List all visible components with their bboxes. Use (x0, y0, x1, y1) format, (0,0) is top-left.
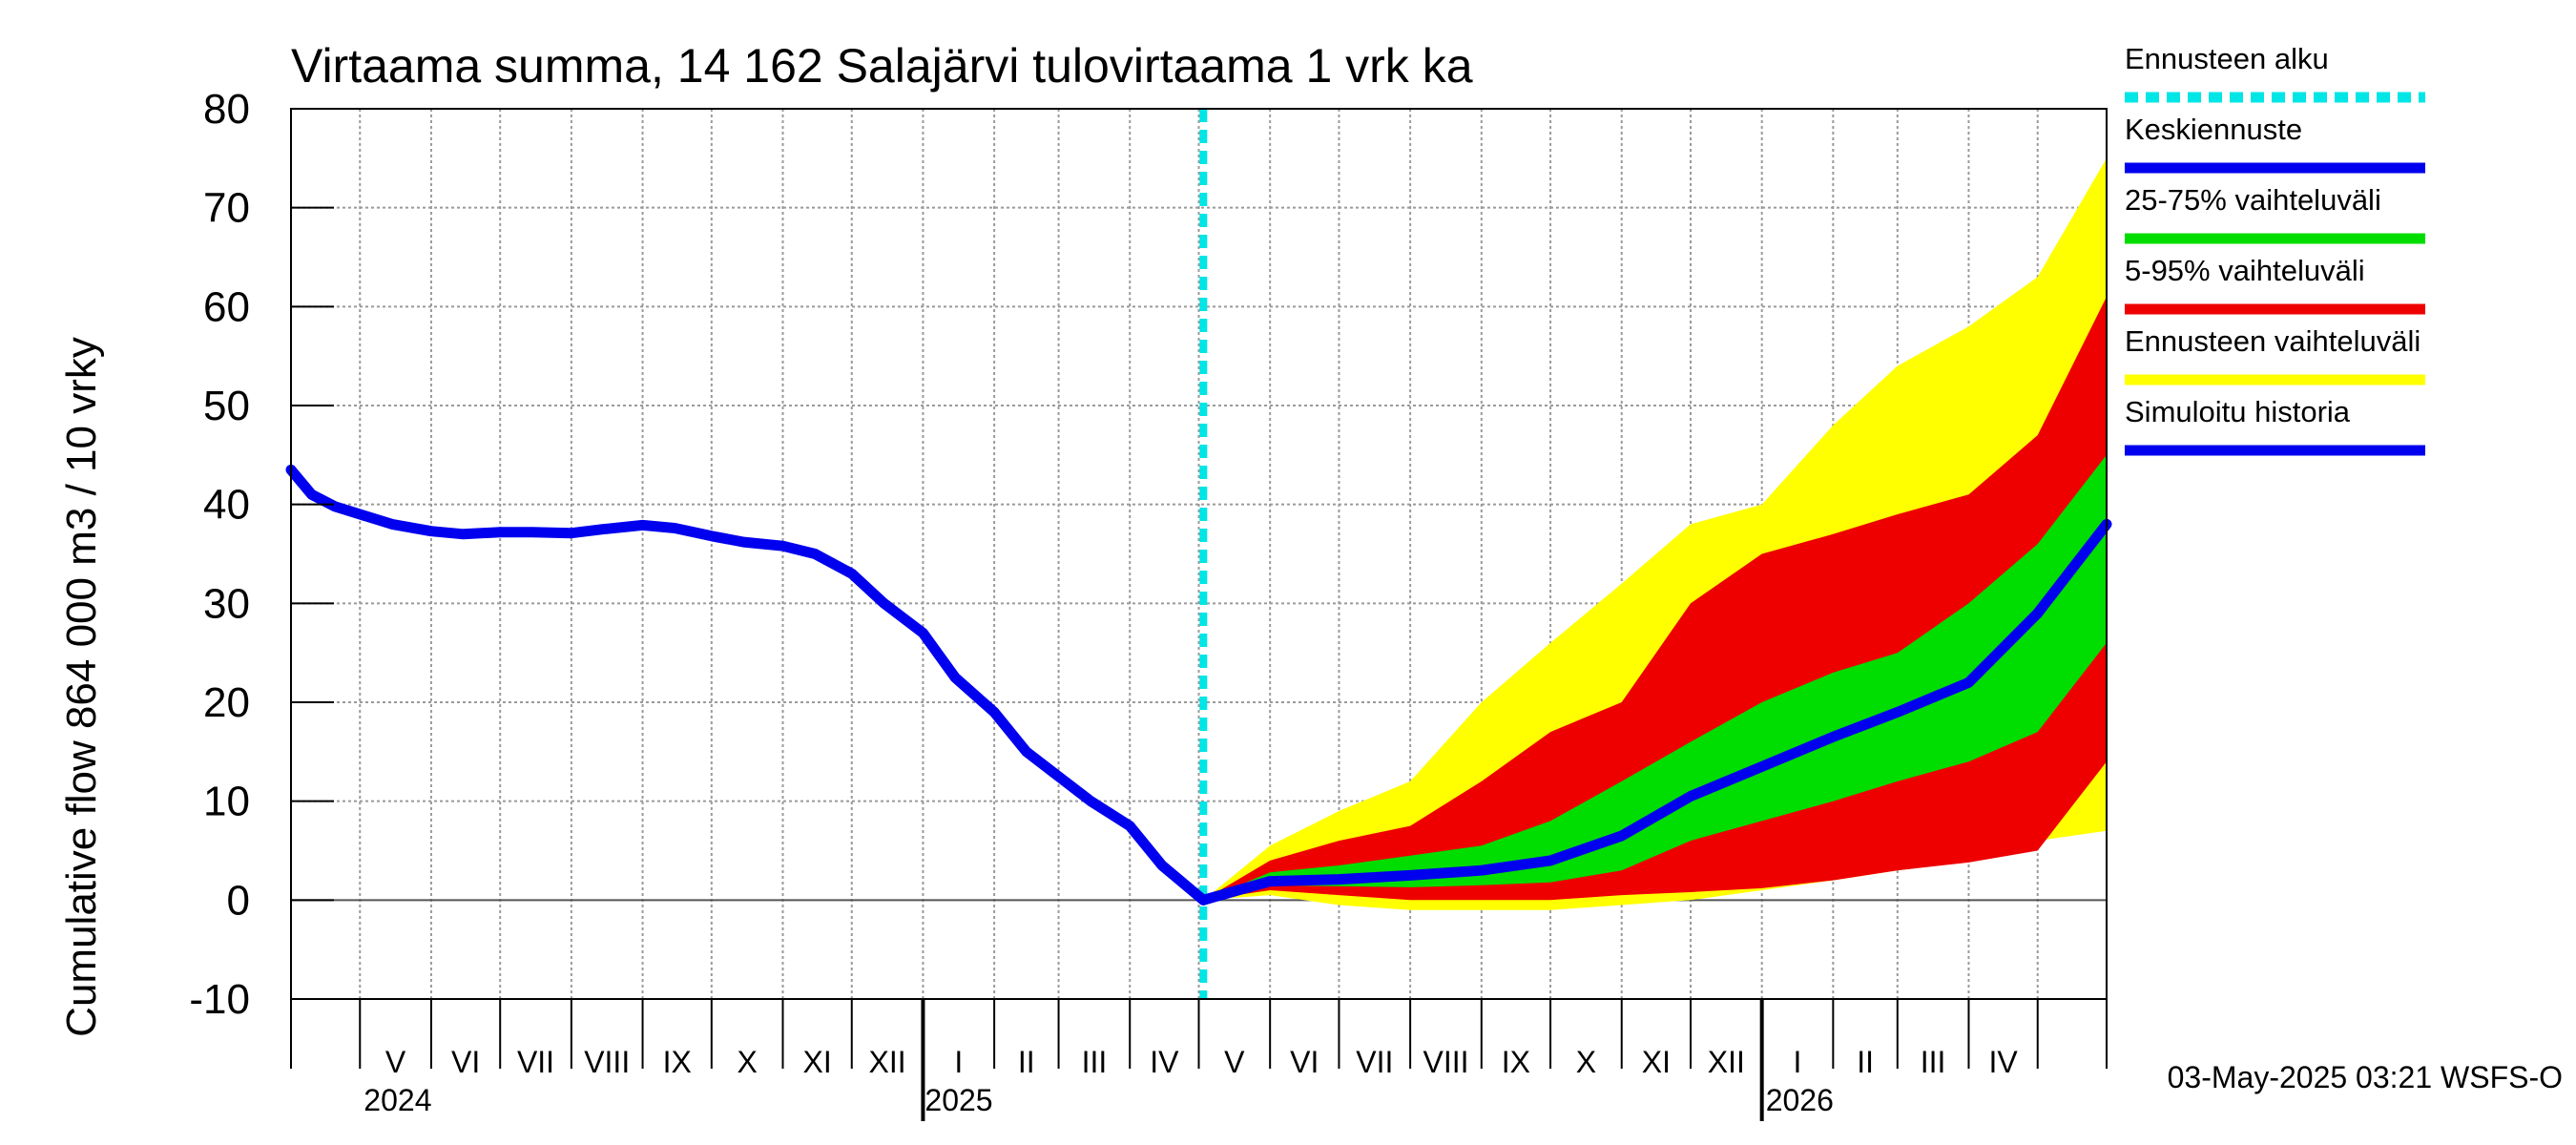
month-label: V (1224, 1045, 1245, 1079)
month-label: VII (1356, 1045, 1393, 1079)
y-tick-label: -10 (189, 976, 250, 1023)
month-label: XI (1642, 1045, 1671, 1079)
y-tick-label: 70 (203, 185, 250, 232)
month-label: X (1576, 1045, 1596, 1079)
year-label: 2024 (364, 1083, 431, 1117)
month-label: V (385, 1045, 406, 1079)
footer-timestamp: 03-May-2025 03:21 WSFS-O (2168, 1060, 2563, 1094)
legend-label: Ennusteen alku (2125, 42, 2329, 75)
month-label: VII (517, 1045, 554, 1079)
month-label: XII (1708, 1045, 1745, 1079)
legend: Ennusteen alku Keskiennuste 25-75% vaihtel… (2125, 42, 2425, 456)
month-label: III (1921, 1045, 1946, 1079)
month-label: IX (1502, 1045, 1530, 1079)
month-label: IV (1988, 1045, 2018, 1079)
series-simuloitu-historia (285, 464, 1209, 906)
y-axis-label: Cumulative flow 864 000 m3 / 10 vrky (58, 337, 105, 1037)
y-tick-label: 60 (203, 283, 250, 330)
plot-area (285, 109, 2112, 999)
year-label: 2025 (924, 1083, 992, 1117)
month-label: I (1794, 1045, 1802, 1079)
y-tick-label: 40 (203, 482, 250, 529)
month-label: II (1857, 1045, 1874, 1079)
month-label: VI (451, 1045, 480, 1079)
y-tick-label: 80 (203, 86, 250, 133)
y-tick-label: 0 (227, 877, 250, 924)
month-label: VIII (584, 1045, 630, 1079)
series-keskiennuste (1197, 518, 2112, 906)
month-label: IX (663, 1045, 692, 1079)
y-tick-label: 20 (203, 679, 250, 726)
y-tick-label: 10 (203, 779, 250, 825)
month-label: XI (802, 1045, 831, 1079)
year-label: 2026 (1766, 1083, 1834, 1117)
y-tick-label: 30 (203, 580, 250, 627)
legend-label: Ennusteen vaihteluväli (2125, 324, 2420, 358)
month-label: X (737, 1045, 758, 1079)
legend-label: 5-95% vaihteluväli (2125, 254, 2365, 287)
y-tick-label: 50 (203, 383, 250, 429)
legend-label: Keskiennuste (2125, 113, 2302, 146)
month-label: IV (1150, 1045, 1179, 1079)
month-label: II (1018, 1045, 1035, 1079)
month-label: III (1082, 1045, 1108, 1079)
month-label: VIII (1423, 1045, 1468, 1079)
month-label: I (954, 1045, 963, 1079)
legend-label: 25-75% vaihteluväli (2125, 183, 2381, 217)
month-label: XII (869, 1045, 906, 1079)
legend-label: Simuloitu historia (2125, 395, 2351, 428)
month-label: VI (1290, 1045, 1319, 1079)
chart-title: Virtaama summa, 14 162 Salajärvi tulovir… (291, 39, 1473, 93)
